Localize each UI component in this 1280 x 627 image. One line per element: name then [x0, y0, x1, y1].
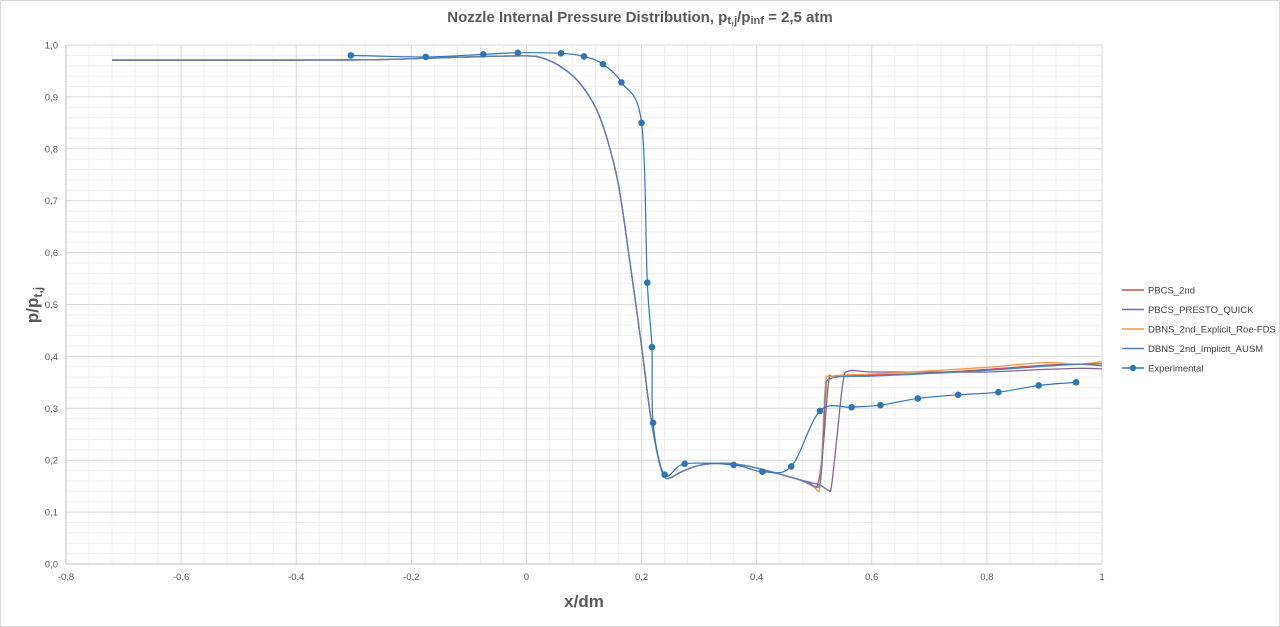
y-tick-label: 0,3 — [45, 404, 58, 415]
x-tick-label: -0,8 — [58, 572, 74, 583]
data-point-experimental — [514, 49, 522, 57]
y-tick-label: 1,0 — [45, 41, 58, 52]
title-mid: /p — [737, 9, 751, 26]
major-grid — [65, 44, 1103, 565]
data-point-experimental — [347, 52, 355, 59]
y-tick-label: 0,7 — [45, 196, 58, 207]
data-point-experimental — [848, 403, 855, 411]
series-pbcs-2nd — [112, 55, 1103, 489]
x-tick-label: 1 — [1099, 572, 1104, 583]
data-point-experimental — [681, 460, 689, 468]
data-point-experimental — [730, 461, 737, 469]
data-point-experimental — [816, 407, 824, 415]
x-tick-label: -0,6 — [173, 572, 189, 583]
title-sub-1: t,j — [727, 15, 738, 27]
x-tick-label: 0,4 — [750, 572, 763, 583]
axes — [65, 45, 1102, 565]
data-point-experimental — [954, 391, 962, 399]
data-point-experimental — [638, 119, 645, 127]
data-point-experimental — [1072, 379, 1080, 386]
data-point-experimental — [995, 388, 1002, 396]
series-line-pbcs-2nd — [112, 55, 1103, 489]
data-point-experimental — [644, 279, 651, 287]
y-axis-title-main: p/p — [23, 298, 42, 324]
data-point-experimental — [599, 60, 607, 68]
x-tick-label: 0,8 — [980, 572, 993, 583]
data-point-experimental — [618, 79, 625, 86]
y-tick-labels: 0,0 0,1 0,2 0,3 0,4 0,5 0,6 0,7 0,8 0,9 1,0 — [45, 41, 58, 571]
y-tick-label: 0,1 — [45, 508, 58, 519]
series-layer — [112, 49, 1103, 493]
data-point-experimental — [649, 419, 657, 427]
chart-title: Nozzle Internal Pressure Distribution, p… — [0, 9, 1280, 27]
data-point-experimental — [787, 463, 795, 470]
y-axis-title: p/pt,j — [23, 287, 45, 323]
title-prefix: Nozzle Internal Pressure Distribution, p — [447, 9, 728, 26]
y-tick-label: 0,0 — [45, 560, 58, 571]
legend-label-dbns-2nd-implicit-ausm: DBNS_2nd_Implicit_AUSM — [1148, 344, 1263, 355]
x-tick-label: 0,2 — [635, 572, 648, 583]
x-tick-label: 0,6 — [865, 572, 878, 583]
data-point-experimental — [1035, 382, 1042, 389]
series-experimental — [347, 49, 1080, 479]
x-tick-labels: -0,8 -0,6 -0,4 -0,2 0 0,2 0,4 0,6 0,8 1 — [58, 572, 1105, 583]
legend-label-dbns-2nd-explicit-roe-fds: DBNS_2nd_Explicit_Roe-FDS — [1148, 325, 1276, 336]
legend: PBCS_2nd PBCS_PRESTO_QUICK DBNS_2nd_Explic… — [1122, 286, 1276, 375]
y-tick-label: 0,8 — [45, 144, 58, 155]
title-suffix: = 2,5 atm — [763, 9, 833, 26]
data-point-experimental — [877, 401, 884, 409]
y-tick-label: 0,2 — [45, 456, 58, 467]
y-tick-label: 0,9 — [45, 92, 58, 103]
data-point-experimental — [479, 51, 487, 58]
legend-label-pbcs-presto-quick: PBCS_PRESTO_QUICK — [1148, 305, 1254, 316]
data-point-experimental — [759, 468, 766, 475]
x-axis-title: x/dm — [564, 592, 604, 611]
legend-label-experimental: Experimental — [1148, 364, 1203, 375]
series-dbns-2nd-implicit-ausm — [112, 55, 1103, 488]
data-point-experimental — [580, 53, 588, 60]
data-point-experimental — [914, 395, 922, 402]
data-point-experimental — [422, 53, 430, 61]
y-tick-label: 0,6 — [45, 248, 58, 259]
legend-label-pbcs-2nd: PBCS_2nd — [1148, 286, 1195, 297]
x-tick-label: -0,2 — [403, 572, 419, 583]
y-tick-label: 0,5 — [45, 300, 58, 311]
x-tick-label: -0,4 — [288, 572, 304, 583]
data-point-experimental — [661, 471, 668, 479]
series-line-dbns-2nd-implicit-ausm — [112, 55, 1103, 488]
data-point-experimental — [648, 343, 656, 351]
title-sub-2: inf — [750, 15, 764, 27]
series-line-experimental — [350, 52, 1077, 477]
data-point-experimental — [557, 50, 565, 57]
y-tick-label: 0,4 — [45, 352, 58, 363]
y-axis-title-sub: t,j — [31, 287, 45, 298]
x-tick-label: 0 — [524, 572, 529, 583]
legend-marker-experimental — [1129, 364, 1137, 372]
